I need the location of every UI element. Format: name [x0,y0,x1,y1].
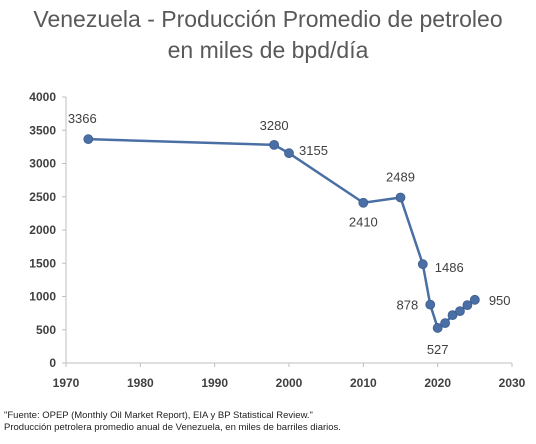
data-point [395,192,406,203]
chart-title: Venezuela - Producción Promedio de petro… [0,4,536,66]
data-label: 1486 [435,260,464,275]
x-tick-label: 2030 [499,376,526,390]
x-tick-label: 1990 [201,376,228,390]
data-point [425,299,436,310]
data-point [455,306,465,317]
data-point [440,318,451,329]
chart-title-line-1: Venezuela - Producción Promedio de petro… [33,6,503,32]
data-point [432,323,443,333]
data-label: 2489 [386,169,415,184]
data-label: 3155 [299,143,328,158]
data-point [469,294,480,305]
y-tick-label: 4000 [29,90,56,104]
data-point [417,259,428,270]
x-tick-label: 1980 [127,376,154,390]
y-tick-label: 2500 [29,190,56,204]
y-tick-label: 1000 [29,290,56,304]
chart-title-line-2: en miles de bpd/día [167,37,369,63]
chart-footer: "Fuente: OPEP (Monthly Oil Market Report… [4,410,532,434]
data-label: 950 [489,293,511,308]
x-tick-label: 2000 [276,376,303,390]
source-note: "Fuente: OPEP (Monthly Oil Market Report… [4,410,313,421]
y-tick-label: 3000 [29,157,56,171]
line-chart: 0 500 1000 1500 2000 2500 3000 3500 4000 1970 1980… [29,90,526,390]
y-tick-label: 3500 [29,123,56,137]
y-tick-label: 0 [49,356,56,370]
x-tick-label: 2020 [424,376,451,390]
y-tick-label: 2000 [29,223,56,237]
data-point [284,148,294,159]
data-label: 527 [427,342,449,357]
data-label: 3366 [68,111,97,126]
data-label: 878 [397,298,419,313]
data-point [358,197,369,208]
data-label: 3280 [260,118,289,133]
chart-card [2,2,534,404]
description-note: Producción petrolera promedio anual de V… [4,422,341,433]
y-tick-label: 500 [36,323,56,337]
x-tick-label: 2010 [350,376,377,390]
data-label: 2410 [349,215,378,230]
data-point [83,134,94,145]
data-point [462,300,473,311]
data-point [447,310,458,321]
y-tick-label: 1500 [29,256,56,270]
x-tick-label: 1970 [53,376,80,390]
data-point [269,139,280,150]
